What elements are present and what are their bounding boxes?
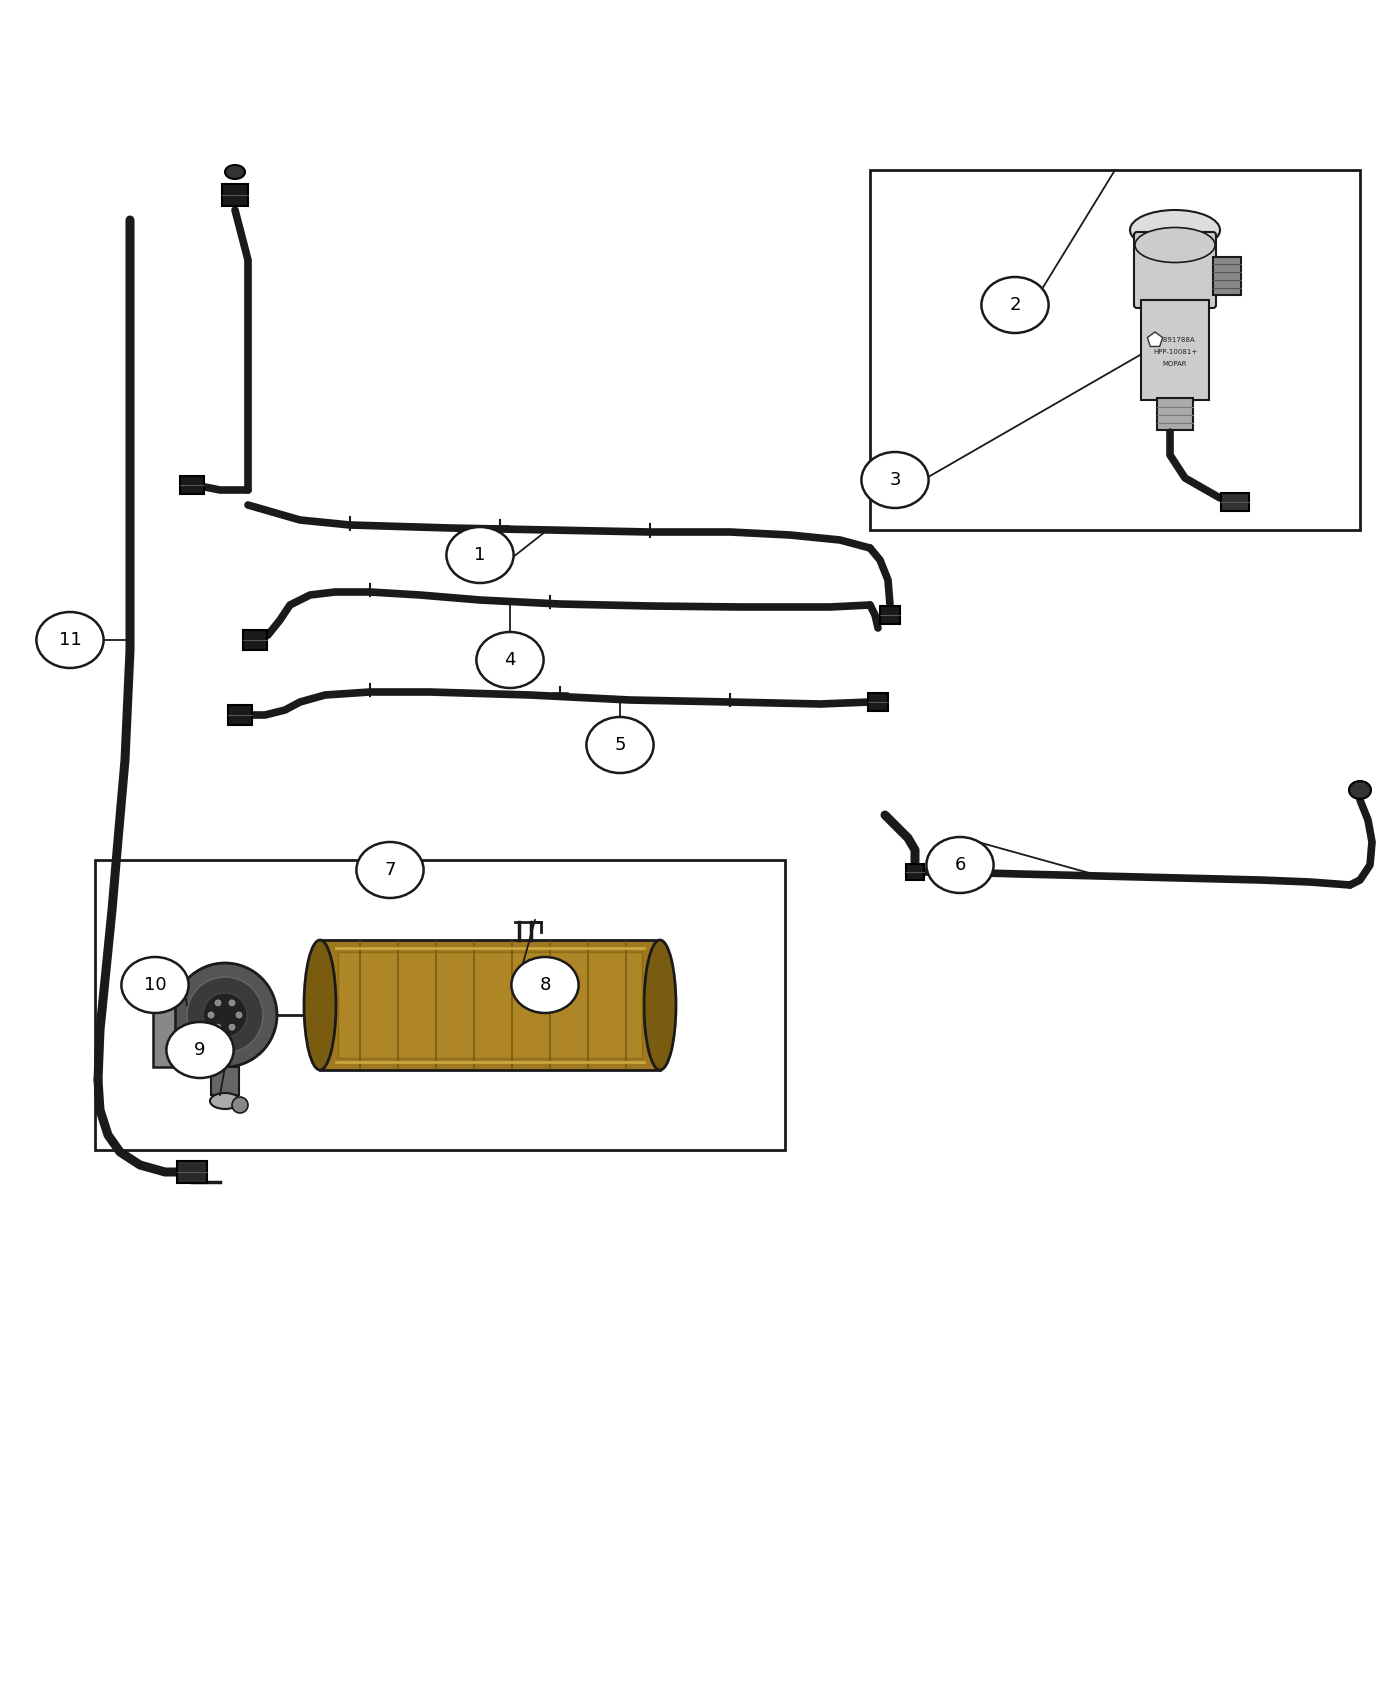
Ellipse shape <box>981 277 1049 333</box>
Ellipse shape <box>476 632 543 688</box>
Circle shape <box>230 1000 235 1006</box>
Circle shape <box>232 1096 248 1114</box>
Text: 3: 3 <box>889 471 900 490</box>
Circle shape <box>188 977 263 1052</box>
Ellipse shape <box>1135 228 1215 262</box>
Ellipse shape <box>1350 780 1371 799</box>
Ellipse shape <box>927 836 994 892</box>
Text: 10: 10 <box>144 976 167 994</box>
Ellipse shape <box>167 1022 234 1078</box>
Text: 11: 11 <box>59 631 81 649</box>
Text: HPP-10081+: HPP-10081+ <box>1152 348 1197 355</box>
Bar <box>95 860 785 1149</box>
Bar <box>211 1068 239 1095</box>
Ellipse shape <box>122 957 189 1013</box>
Bar <box>1212 257 1240 296</box>
Text: 04891788A: 04891788A <box>1155 337 1196 343</box>
Text: 6: 6 <box>955 857 966 874</box>
Bar <box>223 184 248 206</box>
Ellipse shape <box>210 1093 239 1108</box>
Circle shape <box>209 1012 214 1018</box>
Bar <box>176 1161 207 1183</box>
Ellipse shape <box>304 940 336 1069</box>
Circle shape <box>216 1023 221 1030</box>
Bar <box>881 605 900 624</box>
Text: 9: 9 <box>195 1040 206 1059</box>
Text: 2: 2 <box>1009 296 1021 314</box>
Bar <box>1156 398 1193 430</box>
Bar <box>868 694 888 711</box>
Bar <box>337 952 643 1057</box>
Text: 8: 8 <box>539 976 550 994</box>
Ellipse shape <box>357 842 424 898</box>
Circle shape <box>174 962 277 1068</box>
Bar <box>321 940 659 1069</box>
Text: MOPAR: MOPAR <box>1163 360 1187 367</box>
Bar <box>228 706 252 724</box>
Ellipse shape <box>511 957 578 1013</box>
Circle shape <box>237 1012 242 1018</box>
Text: 7: 7 <box>384 860 396 879</box>
Ellipse shape <box>36 612 104 668</box>
Ellipse shape <box>587 717 654 774</box>
Ellipse shape <box>644 940 676 1069</box>
Bar <box>869 170 1359 530</box>
Ellipse shape <box>861 452 928 508</box>
Bar <box>153 962 175 1068</box>
Bar <box>181 476 204 495</box>
Ellipse shape <box>1130 211 1219 250</box>
Circle shape <box>230 1023 235 1030</box>
Circle shape <box>216 1000 221 1006</box>
Circle shape <box>203 993 246 1037</box>
Ellipse shape <box>225 165 245 178</box>
Bar <box>1221 493 1249 512</box>
Text: 4: 4 <box>504 651 515 670</box>
Text: 5: 5 <box>615 736 626 755</box>
Ellipse shape <box>447 527 514 583</box>
Bar <box>906 864 924 881</box>
Bar <box>244 631 267 649</box>
Bar <box>1141 299 1210 400</box>
FancyBboxPatch shape <box>1134 231 1217 308</box>
Text: 1: 1 <box>475 546 486 564</box>
